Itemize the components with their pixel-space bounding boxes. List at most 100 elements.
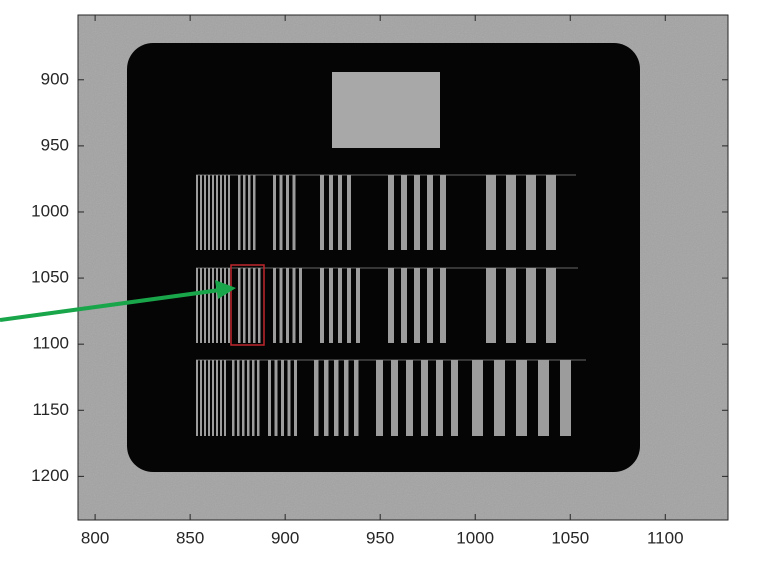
line-pair-bar xyxy=(293,268,296,343)
x-tick-label: 1100 xyxy=(647,528,684,547)
line-pair-bar xyxy=(472,360,483,436)
line-pair-bar xyxy=(212,268,214,343)
line-pair-bar xyxy=(238,175,241,250)
line-pair-bar xyxy=(204,175,206,250)
line-pair-bar xyxy=(286,175,289,250)
line-pair-bar xyxy=(324,360,329,436)
line-pair-bar xyxy=(414,175,420,250)
line-pair-bar xyxy=(293,175,296,250)
line-pair-bar xyxy=(338,175,342,250)
line-pair-bar xyxy=(546,175,556,250)
line-pair-bar xyxy=(248,268,251,343)
line-pair-bar xyxy=(506,175,516,250)
line-pair-bar xyxy=(216,360,218,436)
y-tick-label: 1000 xyxy=(31,201,69,220)
line-pair-bar xyxy=(286,268,289,343)
line-pair-bar xyxy=(238,268,241,343)
line-pair-bar xyxy=(253,268,256,343)
line-pair-bar xyxy=(280,268,283,343)
y-tick-label: 1050 xyxy=(31,268,69,287)
line-pair-bar xyxy=(208,175,210,250)
line-pair-bar xyxy=(421,360,428,436)
line-pair-bar xyxy=(220,360,222,436)
line-pair-bar xyxy=(314,360,319,436)
y-tick-label: 950 xyxy=(41,135,69,154)
line-pair-bar xyxy=(220,268,222,343)
line-pair-bar xyxy=(486,175,496,250)
line-pair-bar xyxy=(440,175,446,250)
line-pair-bar xyxy=(494,360,505,436)
line-pair-bar xyxy=(224,175,226,250)
line-pair-bar xyxy=(299,268,302,343)
line-pair-bar xyxy=(281,360,284,436)
x-tick-label: 1000 xyxy=(456,528,494,547)
line-pair-bar xyxy=(427,268,433,343)
line-pair-bar xyxy=(275,360,278,436)
line-pair-bar xyxy=(247,360,250,436)
line-pair-bar xyxy=(200,175,202,250)
line-pair-bar xyxy=(242,360,245,436)
line-pair-bar xyxy=(220,175,222,250)
line-pair-bar xyxy=(228,268,230,343)
line-pair-bar xyxy=(196,268,198,343)
line-pair-bar xyxy=(538,360,549,436)
line-pair-bar xyxy=(212,360,214,436)
line-pair-bar xyxy=(196,175,198,250)
line-pair-bar xyxy=(401,175,407,250)
line-pair-bar xyxy=(391,360,398,436)
line-pair-bar xyxy=(320,175,324,250)
line-pair-bar xyxy=(427,175,433,250)
line-pair-bar xyxy=(252,360,255,436)
line-pair-bar xyxy=(334,360,339,436)
line-pair-bar xyxy=(347,268,351,343)
line-pair-bar xyxy=(560,360,571,436)
line-pair-bar xyxy=(451,360,458,436)
line-pair-bar xyxy=(440,268,446,343)
x-tick-label: 900 xyxy=(271,528,299,547)
line-pair-bar xyxy=(506,268,516,343)
line-pair-bar xyxy=(196,360,198,436)
reference-square xyxy=(332,72,440,148)
line-pair-bar xyxy=(486,268,496,343)
line-pair-bar xyxy=(516,360,527,436)
line-pair-bar xyxy=(228,175,230,250)
line-pair-bar xyxy=(376,360,383,436)
line-pair-bar xyxy=(526,175,536,250)
line-pair-bar xyxy=(208,360,210,436)
line-pair-bar xyxy=(212,175,214,250)
line-pair-bar xyxy=(208,268,210,343)
figure: 8008509009501000105011009009501000105011… xyxy=(0,0,757,567)
line-pair-bar xyxy=(347,175,351,250)
line-pair-bar xyxy=(280,175,283,250)
page: 8008509009501000105011009009501000105011… xyxy=(0,0,757,567)
line-pair-bar xyxy=(436,360,443,436)
y-tick-label: 1100 xyxy=(32,334,69,353)
x-tick-label: 950 xyxy=(366,528,394,547)
line-pair-bar xyxy=(354,360,359,436)
line-pair-bar xyxy=(200,268,202,343)
line-pair-bar xyxy=(258,268,261,343)
line-pair-bar xyxy=(232,360,235,436)
line-pair-bar xyxy=(216,175,218,250)
line-pair-bar xyxy=(216,268,218,343)
line-pair-bar xyxy=(294,360,297,436)
line-pair-bar xyxy=(273,175,276,250)
x-tick-label: 850 xyxy=(176,528,204,547)
line-pair-bar xyxy=(257,360,260,436)
line-pair-bar xyxy=(329,175,333,250)
line-pair-bar xyxy=(253,175,256,250)
line-pair-bar xyxy=(329,268,333,343)
line-pair-bar xyxy=(224,360,226,436)
line-pair-bar xyxy=(204,360,206,436)
line-pair-bar xyxy=(248,175,251,250)
line-pair-bar xyxy=(204,268,206,343)
y-tick-label: 900 xyxy=(41,69,69,88)
x-tick-label: 800 xyxy=(81,528,109,547)
line-pair-bar xyxy=(338,268,342,343)
line-pair-bar xyxy=(243,268,246,343)
line-pair-bar xyxy=(288,360,291,436)
line-pair-bar xyxy=(237,360,240,436)
y-tick-label: 1150 xyxy=(32,400,69,419)
line-pair-bar xyxy=(388,268,394,343)
line-pair-bar xyxy=(224,268,226,343)
